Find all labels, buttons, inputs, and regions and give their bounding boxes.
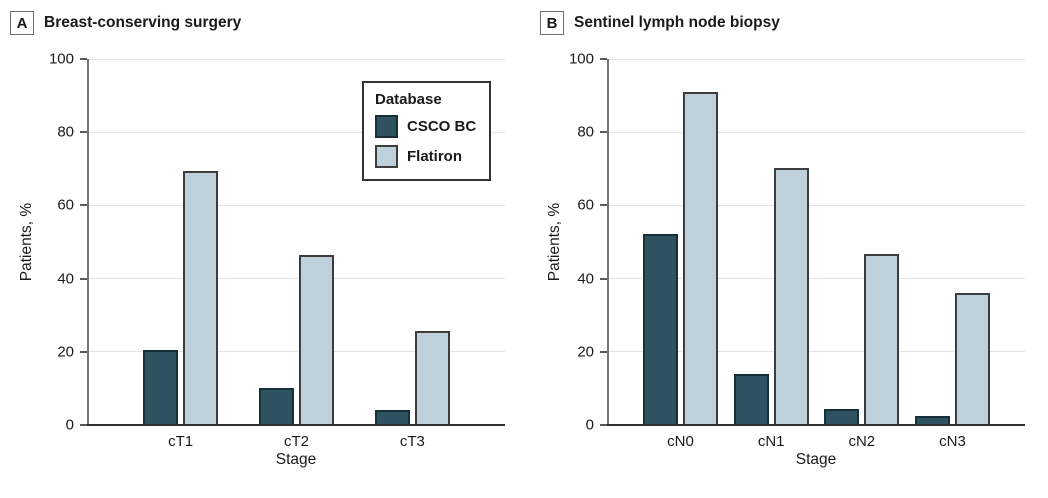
panel-a: A Breast-conserving surgery Patients, % … (10, 11, 505, 468)
panel-a-letter-badge: A (10, 11, 34, 35)
bar-csco-bc-cN1 (733, 373, 769, 425)
panel-a-y-axis-label: Patients, % (18, 202, 35, 282)
bar-group-cN2 (824, 253, 900, 425)
gridline-60 (88, 204, 505, 206)
bar-group-cT2 (259, 254, 334, 425)
y-tick-100 (80, 58, 87, 60)
y-tick-label-20: 20 (577, 343, 594, 361)
bar-flatiron-cT2 (299, 254, 334, 425)
panel-b-letter-badge: B (540, 11, 564, 35)
y-tick-label-40: 40 (57, 270, 74, 288)
panel-a-plot-area: 0 20 40 60 80 100 cT1 cT2 cT3 (49, 52, 505, 450)
panel-a-x-axis-label: Stage (275, 451, 317, 468)
gridline-20 (608, 351, 1025, 353)
x-tick-label-cT3: cT3 (399, 433, 425, 450)
y-tick-0 (600, 424, 607, 426)
bar-csco-bc-cN0 (643, 233, 679, 425)
y-tick-label-40: 40 (577, 270, 594, 288)
y-tick-label-60: 60 (577, 196, 594, 214)
bar-csco-bc-cT3 (374, 409, 410, 425)
bar-flatiron-cN0 (683, 91, 719, 425)
panel-b-title-text: Sentinel lymph node biopsy (574, 14, 780, 31)
legend: Database CSCO BC Flatiron (362, 81, 492, 181)
x-tick-label-cT1: cT1 (168, 433, 194, 450)
legend-label-csco-bc: CSCO BC (407, 118, 477, 135)
panel-a-title-text: Breast-conserving surgery (44, 14, 242, 31)
y-tick-60 (80, 204, 87, 207)
bar-flatiron-cN1 (773, 167, 809, 425)
bar-csco-bc-cT1 (143, 349, 179, 425)
y-tick-0 (80, 424, 87, 426)
gridline-40 (88, 278, 505, 280)
y-tick-label-0: 0 (65, 416, 74, 434)
x-tick-label-cN0: cN0 (667, 433, 694, 450)
panel-b: B Sentinel lymph node biopsy Patients, %… (530, 0, 1048, 498)
y-tick-label-80: 80 (57, 123, 74, 141)
bar-group-cN0 (643, 91, 719, 425)
panel-a-title: A Breast-conserving surgery (10, 11, 241, 35)
bar-group-cN1 (733, 167, 809, 425)
bar-flatiron-cT1 (183, 170, 219, 425)
panel-b-y-axis-label: Patients, % (546, 202, 563, 282)
x-axis-line (607, 424, 1025, 426)
bar-group-cT3 (374, 330, 450, 425)
y-axis-line (607, 59, 609, 425)
gridline-60 (608, 204, 1025, 206)
gridline-40 (608, 278, 1025, 280)
legend-label-flatiron: Flatiron (407, 148, 462, 165)
y-tick-80 (600, 131, 607, 134)
y-tick-60 (600, 204, 607, 207)
gridline-100 (608, 58, 1025, 60)
bar-csco-bc-cT2 (259, 388, 294, 425)
y-tick-label-100: 100 (48, 50, 74, 68)
y-tick-20 (600, 350, 607, 353)
bar-group-cT1 (143, 170, 219, 425)
legend-title: Database (375, 91, 442, 108)
y-axis-line (87, 59, 89, 425)
bar-flatiron-cT3 (414, 330, 450, 425)
y-tick-40 (80, 277, 87, 280)
y-tick-80 (80, 131, 87, 134)
y-tick-40 (600, 277, 607, 280)
flatiron-swatch (375, 145, 398, 168)
x-axis-line (87, 424, 505, 426)
csco-bc-swatch (375, 115, 398, 138)
y-tick-label-0: 0 (585, 416, 594, 434)
bar-csco-bc-cN3 (914, 415, 950, 425)
panel-b-x-axis-label: Stage (795, 451, 837, 468)
y-tick-label-20: 20 (57, 343, 74, 361)
panel-b-title: B Sentinel lymph node biopsy (540, 11, 780, 35)
bar-csco-bc-cN2 (824, 408, 860, 425)
gridline-100 (88, 58, 505, 60)
legend-item-csco-bc: CSCO BC (375, 115, 476, 138)
legend-item-flatiron: Flatiron (375, 145, 476, 168)
y-tick-20 (80, 350, 87, 353)
bar-group-cN3 (914, 293, 990, 425)
x-tick-label-cN2: cN2 (848, 433, 876, 450)
bar-flatiron-cN2 (864, 253, 900, 425)
y-tick-100 (600, 58, 607, 60)
y-tick-label-60: 60 (57, 196, 74, 214)
x-tick-label-cT2: cT2 (283, 433, 310, 450)
gridline-20 (88, 351, 505, 353)
y-tick-label-100: 100 (568, 50, 594, 68)
bar-flatiron-cN3 (954, 293, 990, 425)
gridline-80 (608, 131, 1025, 133)
x-tick-label-cN3: cN3 (939, 433, 966, 450)
gridline-80 (88, 131, 505, 133)
panel-b-plot-area: 0 20 40 60 80 100 cN0 cN1 cN2 cN3 (569, 52, 1025, 450)
y-tick-label-80: 80 (577, 123, 594, 141)
x-tick-label-cN1: cN1 (757, 433, 785, 450)
